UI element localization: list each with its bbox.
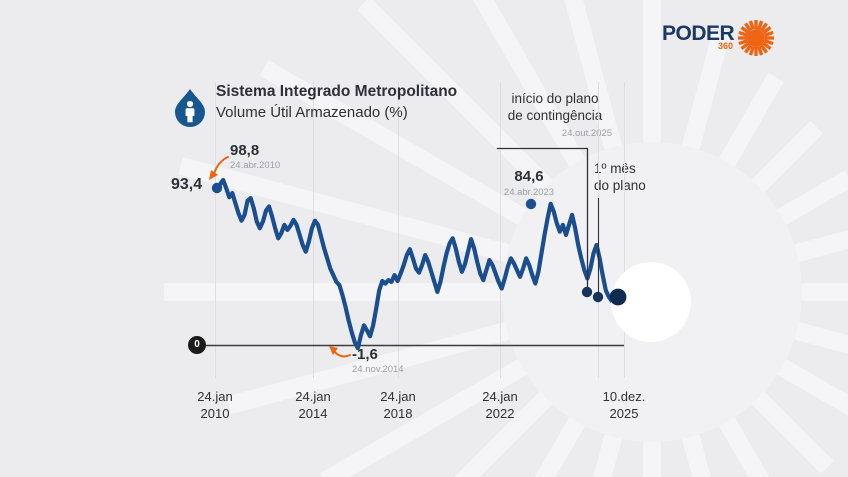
- page-title: Sistema Integrado Metropolitano: [216, 83, 458, 100]
- x-axis-tick-2-year: 2018: [383, 406, 413, 421]
- page-subtitle: Volume Útil Armazenado (%): [216, 104, 408, 121]
- x-axis-tick-2: 24.jan 2018: [353, 388, 443, 422]
- x-axis-tick-3-year: 2022: [485, 406, 515, 421]
- plan-start-date: 24.out.2025: [561, 128, 612, 139]
- x-axis-tick-0: 24.jan 2010: [170, 388, 260, 422]
- x-axis-tick-2-day: 24.jan: [380, 389, 416, 404]
- callout-low-2014-date: 24.nov.2014: [352, 364, 404, 375]
- zero-marker-label: 0: [194, 339, 200, 350]
- plan-start-line2: de contingência: [507, 108, 603, 123]
- plan-bracket: [497, 147, 589, 290]
- annotation-plan-start: início do plano de contingência 24.out.2…: [490, 90, 620, 142]
- dot-start-93: [211, 182, 223, 194]
- volume-line-series: [214, 177, 621, 351]
- x-axis-tick-0-year: 2010: [200, 406, 230, 421]
- callout-peak-2010-value: 98,8: [230, 142, 260, 159]
- poder360-logo[interactable]: PODER 360: [660, 14, 782, 58]
- x-axis-tick-0-day: 24.jan: [197, 389, 233, 404]
- dot-plan-start: [581, 286, 593, 298]
- first-month-line2: do plano: [594, 178, 646, 193]
- arrow-to-low-2014: [329, 346, 351, 358]
- x-axis-tick-1-day: 24.jan: [295, 389, 331, 404]
- x-axis-tick-4-day: 10.dez.: [602, 389, 646, 404]
- logo-wordmark: PODER: [662, 22, 735, 45]
- zero-marker-badge: 0: [188, 336, 206, 354]
- sunburst-icon: [738, 20, 774, 56]
- annotation-first-month: 1º mês do plano: [594, 160, 646, 194]
- logo-360-text: 360: [718, 41, 734, 51]
- x-axis-tick-3: 24.jan 2022: [455, 388, 545, 422]
- arrow-to-peak-2010: [209, 156, 229, 180]
- first-month-line1: 1º mês: [594, 161, 636, 176]
- x-axis-tick-1-year: 2014: [298, 406, 328, 421]
- x-axis-tick-3-day: 24.jan: [482, 389, 518, 404]
- dot-last-value: [609, 288, 627, 306]
- dot-first-month: [592, 291, 604, 303]
- callout-low-2014-value: -1,6: [352, 346, 378, 363]
- plan-start-line1: início do plano: [511, 91, 599, 106]
- callout-peak-2023-date: 24.abr.2023: [503, 187, 555, 198]
- dot-peak-2023: [525, 198, 537, 210]
- callout-peak-2010-date: 24.abr.2010: [230, 160, 281, 171]
- callout-peak-2023: 84,6 24.abr.2023: [498, 168, 560, 198]
- callout-peak-2023-value: 84,6: [514, 168, 544, 185]
- x-axis-tick-4-year: 2025: [609, 406, 639, 421]
- x-axis-tick-1: 24.jan 2014: [268, 388, 358, 422]
- x-axis-tick-4: 10.dez. 2025: [579, 388, 669, 422]
- water-drop-person-icon: [175, 89, 205, 127]
- callout-start-value: 93,4: [171, 176, 203, 193]
